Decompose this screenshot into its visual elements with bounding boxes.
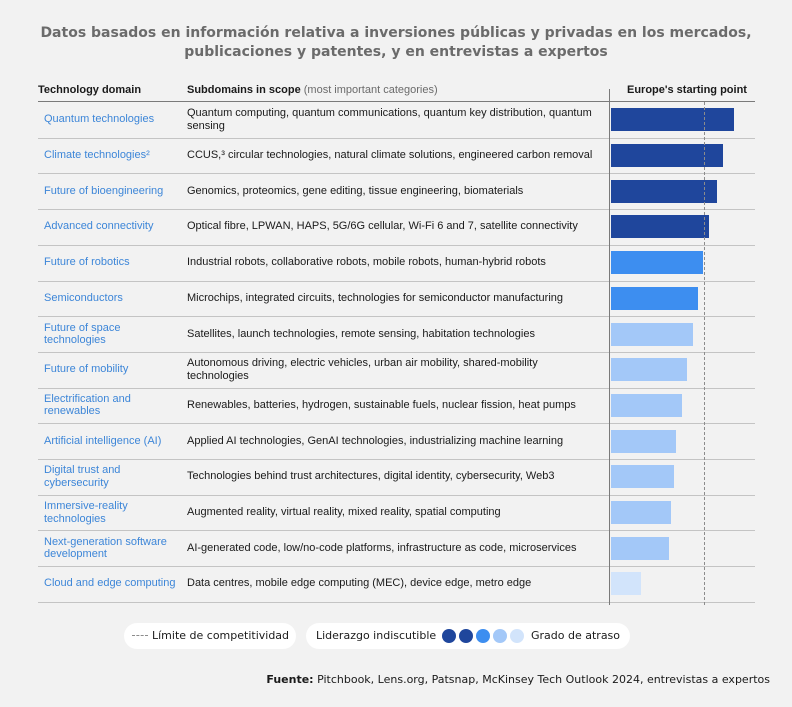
- starting-point-bar: [611, 429, 676, 453]
- legend-leadership-label: Liderazgo indiscutible: [316, 629, 437, 642]
- row-domain-label: Future of bioengineering: [44, 184, 164, 197]
- starting-point-bar: [611, 465, 675, 489]
- header-technology-domain: Technology domain: [38, 84, 142, 96]
- row-subdomains: Optical fibre, LPWAN, HAPS, 5G/6G cellul…: [187, 220, 578, 233]
- starting-point-bar: [611, 572, 642, 596]
- starting-point-bar: [611, 358, 687, 382]
- row-subdomains: Technologies behind trust architectures,…: [187, 470, 555, 483]
- legend-lag-label: Grado de atraso: [531, 629, 621, 642]
- header-divider: [38, 101, 755, 102]
- legend-dot-level1b: [459, 629, 473, 643]
- source-note: Fuente: Pitchbook, Lens.org, Patsnap, Mc…: [266, 673, 770, 686]
- row-subdomains: Quantum computing, quantum communication…: [187, 107, 592, 132]
- starting-point-bar: [611, 322, 694, 346]
- row-divider: [38, 423, 755, 425]
- row-domain-label: Quantum technologies: [44, 113, 155, 126]
- bar-axis-line: [609, 89, 610, 605]
- legend-dot-level1: [442, 629, 456, 643]
- row-domain-label: Next-generation software development: [44, 535, 167, 561]
- row-divider: [38, 209, 755, 211]
- legend-dash-icon: [132, 635, 148, 636]
- header-subdomains: Subdomains in scope (most important cate…: [187, 84, 438, 96]
- row-domain-label: Immersive-reality technologies: [44, 500, 128, 525]
- row-subdomains: Microchips, integrated circuits, technol…: [187, 291, 564, 304]
- row-domain-label: Advanced connectivity: [44, 220, 154, 233]
- row-divider: [38, 566, 755, 568]
- row-subdomains: CCUS,³ circular technologies, natural cl…: [187, 149, 593, 162]
- competitiveness-limit-line: [704, 102, 706, 605]
- row-divider: [38, 316, 755, 318]
- row-subdomains: Data centres, mobile edge computing (MEC…: [187, 577, 532, 590]
- legend-levels: Liderazgo indiscutible Grado de atraso: [306, 623, 630, 649]
- row-domain-label: Semiconductors: [44, 291, 123, 304]
- row-divider: [38, 387, 755, 389]
- chart-title: Datos basados en información relativa a …: [40, 25, 752, 60]
- row-subdomains: Renewables, batteries, hydrogen, sustain…: [187, 398, 576, 411]
- starting-point-bar: [611, 286, 698, 310]
- legend-limit-label: Límite de competitividad: [152, 629, 290, 642]
- starting-point-bar: [611, 144, 724, 168]
- row-divider: [38, 459, 755, 460]
- row-domain-label: Electrification and renewables: [44, 392, 131, 418]
- starting-point-bar: [611, 108, 735, 132]
- legend-dot-level3: [493, 629, 507, 643]
- row-subdomains: Autonomous driving, electric vehicles, u…: [187, 357, 538, 382]
- row-domain-label: Future of space technologies: [44, 321, 121, 347]
- row-divider: [38, 351, 755, 353]
- legend-limit: Límite de competitividad: [124, 623, 296, 649]
- header-subdomains-note: (most important categories): [303, 84, 438, 96]
- source-label: Fuente:: [266, 673, 314, 686]
- row-subdomains: AI-generated code, low/no-code platforms…: [187, 541, 577, 554]
- row-domain-label: Digital trust and cybersecurity: [44, 464, 121, 489]
- row-domain-label: Future of mobility: [44, 363, 129, 376]
- header-subdomains-label: Subdomains in scope: [187, 84, 301, 96]
- row-subdomains: Applied AI technologies, GenAI technolog…: [187, 434, 564, 447]
- row-divider: [38, 244, 755, 246]
- starting-point-bar: [611, 215, 709, 239]
- row-divider: [38, 137, 755, 139]
- source-text: Pitchbook, Lens.org, Patsnap, McKinsey T…: [317, 673, 770, 686]
- row-divider: [38, 601, 755, 603]
- row-subdomains: Satellites, launch technologies, remote …: [187, 327, 535, 340]
- row-divider: [38, 173, 755, 175]
- legend-dot-level2: [476, 629, 490, 643]
- starting-point-bar: [611, 393, 683, 417]
- header-starting-point: Europe's starting point: [627, 84, 747, 96]
- row-domain-label: Artificial intelligence (AI): [44, 434, 162, 447]
- row-divider: [38, 530, 755, 532]
- starting-point-bar: [611, 179, 717, 203]
- starting-point-bar: [611, 501, 672, 525]
- row-divider: [38, 494, 755, 496]
- starting-point-bar: [611, 536, 670, 560]
- starting-point-bar: [611, 251, 703, 275]
- row-domain-label: Future of robotics: [44, 256, 130, 269]
- row-subdomains: Augmented reality, virtual reality, mixe…: [187, 506, 501, 519]
- legend-dot-level4: [510, 629, 524, 643]
- row-divider: [38, 280, 755, 282]
- row-subdomains: Genomics, proteomics, gene editing, tiss…: [187, 184, 524, 197]
- row-domain-label: Cloud and edge computing: [44, 577, 176, 590]
- row-domain-label: Climate technologies²: [44, 149, 150, 162]
- row-subdomains: Industrial robots, collaborative robots,…: [187, 256, 546, 269]
